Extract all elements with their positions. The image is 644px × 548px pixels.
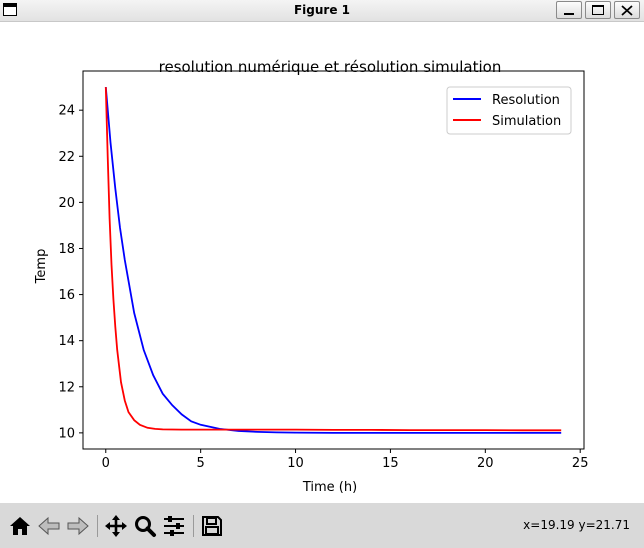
title-bar: Figure 1 bbox=[0, 0, 644, 22]
back-icon bbox=[38, 516, 60, 536]
forward-icon bbox=[67, 516, 89, 536]
y-tick-label: 20 bbox=[58, 196, 75, 211]
x-tick-label: 5 bbox=[197, 456, 205, 471]
y-tick-label: 16 bbox=[58, 288, 75, 303]
y-tick-label: 10 bbox=[58, 426, 75, 441]
maximize-button[interactable] bbox=[585, 1, 611, 19]
y-tick-label: 12 bbox=[58, 380, 75, 395]
series-line-resolution bbox=[104, 87, 562, 434]
save-button[interactable] bbox=[200, 514, 224, 538]
chart-title: resolution numérique et résolution simul… bbox=[159, 58, 502, 76]
configure-subplots-button[interactable] bbox=[162, 514, 186, 538]
save-icon bbox=[202, 516, 222, 536]
pan-icon bbox=[105, 515, 127, 537]
toolbar-separator bbox=[193, 515, 194, 537]
y-tick-label: 18 bbox=[58, 242, 75, 257]
legend: Resolution Simulation bbox=[446, 86, 572, 135]
series-line-simulation bbox=[104, 87, 562, 432]
minimize-button[interactable] bbox=[556, 1, 582, 19]
toolbar-separator bbox=[97, 515, 98, 537]
x-tick-label: 10 bbox=[287, 456, 304, 471]
home-button[interactable] bbox=[8, 514, 32, 538]
legend-label-resolution: Resolution bbox=[492, 93, 560, 108]
window-icon bbox=[3, 3, 17, 16]
close-button[interactable] bbox=[614, 1, 640, 19]
x-tick-label: 15 bbox=[382, 456, 399, 471]
back-button[interactable] bbox=[37, 514, 61, 538]
pan-button[interactable] bbox=[104, 514, 128, 538]
figure-canvas[interactable]: resolution numérique et résolution simul… bbox=[0, 22, 644, 503]
navigation-toolbar: x=19.19 y=21.71 bbox=[0, 503, 644, 548]
zoom-icon bbox=[135, 516, 156, 537]
y-tick-label: 14 bbox=[58, 334, 75, 349]
cursor-coordinates: x=19.19 y=21.71 bbox=[523, 518, 630, 532]
close-icon bbox=[621, 5, 633, 16]
zoom-button[interactable] bbox=[133, 514, 157, 538]
home-icon bbox=[10, 517, 30, 535]
y-tick-label: 24 bbox=[58, 104, 75, 119]
window-title: Figure 1 bbox=[293, 3, 351, 17]
y-axis-label: Temp bbox=[34, 249, 49, 285]
forward-button[interactable] bbox=[66, 514, 90, 538]
x-tick-label: 25 bbox=[572, 456, 589, 471]
x-tick-label: 0 bbox=[102, 456, 110, 471]
x-axis-label: Time (h) bbox=[302, 480, 357, 495]
configure-subplots-icon bbox=[164, 516, 184, 536]
x-tick-label: 20 bbox=[477, 456, 494, 471]
y-tick-label: 22 bbox=[58, 150, 75, 165]
axes-frame bbox=[82, 70, 585, 450]
legend-label-simulation: Simulation bbox=[492, 114, 561, 129]
